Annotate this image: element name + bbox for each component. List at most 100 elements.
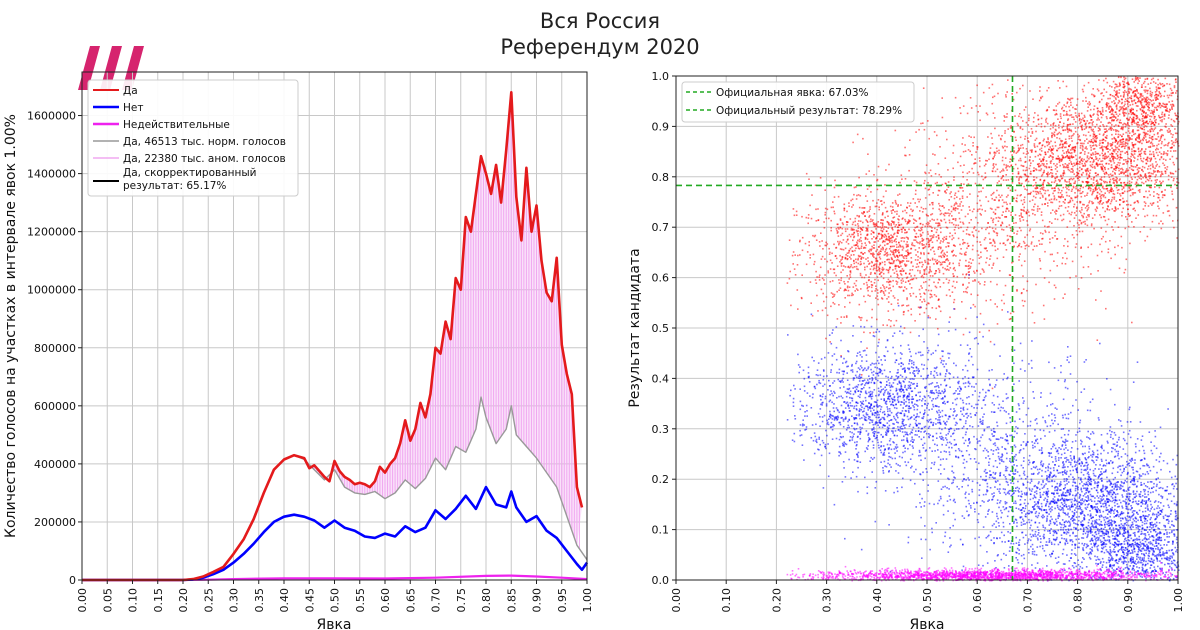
scatter-point-yes — [935, 222, 937, 224]
scatter-point-yes — [874, 205, 877, 208]
scatter-point-yes — [843, 215, 846, 218]
scatter-point-yes — [1056, 163, 1058, 165]
left-x-tick-label: 0.60 — [379, 588, 392, 613]
scatter-point-yes — [1100, 182, 1102, 185]
scatter-point-yes — [912, 209, 914, 212]
scatter-point-yes — [1151, 220, 1154, 223]
scatter-point-yes — [888, 261, 890, 264]
scatter-point-yes — [980, 214, 982, 216]
scatter-point-yes — [925, 222, 928, 225]
scatter-point-yes — [881, 268, 883, 271]
scatter-point-yes — [1088, 200, 1091, 202]
scatter-point-yes — [1162, 158, 1165, 160]
scatter-point-yes — [900, 279, 902, 282]
scatter-point-yes — [1071, 163, 1073, 165]
scatter-point-yes — [1150, 125, 1153, 128]
scatter-point-yes — [1082, 164, 1084, 167]
scatter-point-yes — [1152, 202, 1155, 204]
scatter-point-yes — [837, 226, 839, 229]
scatter-point-yes — [820, 258, 823, 260]
scatter-point-yes — [1117, 140, 1120, 143]
scatter-point-yes — [1089, 161, 1092, 163]
scatter-point-yes — [1064, 263, 1067, 265]
scatter-point-yes — [969, 97, 972, 99]
scatter-point-yes — [1111, 188, 1113, 190]
scatter-point-yes — [948, 199, 950, 201]
scatter-point-yes — [1047, 205, 1049, 207]
scatter-point-yes — [1142, 160, 1144, 163]
scatter-point-yes — [859, 255, 862, 257]
scatter-point-yes — [1089, 169, 1092, 172]
scatter-point-yes — [896, 283, 898, 285]
scatter-point-yes — [857, 239, 859, 242]
scatter-point-yes — [1115, 98, 1117, 101]
scatter-point-yes — [1094, 186, 1097, 189]
scatter-point-yes — [1093, 227, 1095, 230]
scatter-point-yes — [1002, 169, 1005, 172]
scatter-point-yes — [1048, 142, 1051, 144]
scatter-point-yes — [952, 144, 955, 147]
scatter-point-yes — [918, 229, 920, 232]
scatter-point-yes — [1160, 227, 1163, 230]
scatter-point-yes — [1052, 192, 1054, 195]
scatter-point-yes — [884, 244, 886, 247]
scatter-point-yes — [881, 226, 884, 229]
scatter-point-yes — [1062, 213, 1065, 216]
scatter-point-yes — [969, 265, 972, 268]
scatter-point-yes — [1112, 170, 1114, 173]
scatter-point-yes — [1157, 87, 1160, 90]
scatter-point-yes — [1122, 187, 1125, 189]
scatter-point-yes — [1163, 106, 1165, 108]
scatter-point-yes — [1122, 112, 1125, 114]
right-grid — [675, 75, 1179, 581]
scatter-point-yes — [1045, 166, 1048, 169]
scatter-point-yes — [1111, 124, 1113, 126]
scatter-point-yes — [852, 239, 854, 242]
scatter-point-yes — [1042, 159, 1045, 161]
scatter-point-yes — [1092, 137, 1094, 140]
scatter-point-yes — [855, 186, 857, 188]
scatter-point-yes — [1103, 88, 1105, 91]
scatter-point-yes — [848, 202, 850, 204]
scatter-point-yes — [1138, 138, 1141, 140]
scatter-point-yes — [1099, 154, 1101, 157]
scatter-point-yes — [952, 262, 954, 265]
scatter-point-yes — [997, 206, 1000, 209]
scatter-point-yes — [1137, 82, 1139, 85]
scatter-point-yes — [1023, 199, 1025, 201]
scatter-point-yes — [1129, 110, 1132, 113]
left-y-tick-label: 1000000 — [27, 284, 76, 297]
scatter-point-yes — [1087, 142, 1089, 144]
scatter-point-yes — [1039, 243, 1041, 245]
scatter-point-yes — [949, 295, 951, 297]
scatter-point-yes — [1151, 204, 1153, 206]
scatter-point-yes — [906, 207, 908, 209]
scatter-point-yes — [897, 204, 899, 206]
scatter-point-yes — [1025, 175, 1028, 177]
scatter-point-yes — [981, 227, 983, 230]
scatter-point-yes — [1103, 194, 1105, 196]
scatter-point-yes — [1121, 135, 1123, 138]
scatter-point-yes — [1065, 191, 1068, 194]
scatter-point-yes — [947, 245, 950, 248]
scatter-point-yes — [891, 239, 893, 242]
scatter-point-yes — [1034, 155, 1037, 158]
scatter-point-yes — [1152, 173, 1154, 175]
scatter-point-yes — [889, 280, 891, 283]
scatter-point-yes — [1066, 125, 1069, 128]
scatter-point-yes — [1123, 122, 1126, 125]
scatter-point-yes — [1004, 140, 1006, 143]
scatter-point-yes — [880, 219, 882, 221]
scatter-point-yes — [1167, 178, 1170, 181]
scatter-point-yes — [1078, 119, 1081, 122]
scatter-point-yes — [1125, 161, 1127, 163]
scatter-point-yes — [1157, 135, 1160, 138]
scatter-point-yes — [1100, 227, 1103, 229]
scatter-point-yes — [988, 158, 990, 161]
scatter-point-yes — [965, 229, 968, 231]
scatter-point-yes — [1133, 202, 1136, 204]
scatter-point-yes — [1097, 130, 1100, 132]
scatter-point-yes — [1061, 146, 1063, 149]
scatter-point-yes — [955, 203, 958, 205]
scatter-point-yes — [834, 255, 837, 257]
